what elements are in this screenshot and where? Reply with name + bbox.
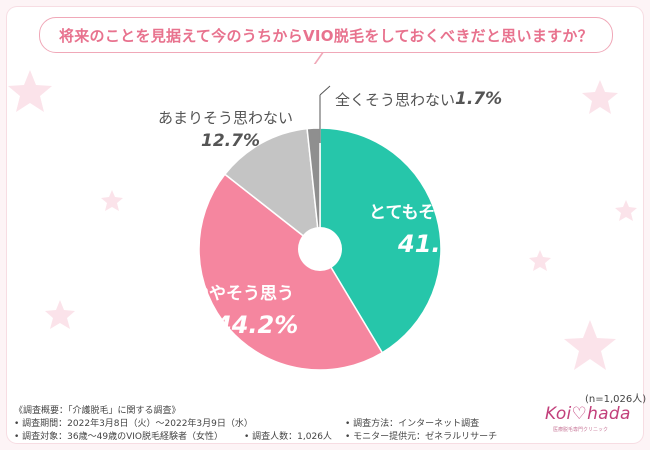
slice-label-not-at-all: 全くそう思わない [335,91,456,109]
logo-subtitle: 医療脱毛専門クリニック [553,427,609,433]
slice-label-somewhat-agree: ややそう思う [192,284,294,304]
question-banner: 将来のことを見据えて今のうちからVIO脱毛をしておくべきだと思いますか？ [39,17,613,53]
slice-value-not-at-all: 1.7% [455,89,503,109]
footnote-period: • 調査期間：2022年3月8日（火）〜2022年3月9日（水） [14,419,253,429]
footnote-count: • 調査人数：1,026人 [244,432,332,442]
sample-size: (n=1,026人) [585,394,647,405]
slice-rather-not [223,127,321,251]
footnote-provider: • モニター提供元：ゼネラルリサーチ [345,432,498,442]
slice-value-rather-not: 12.7% [201,131,260,151]
slice-label-strongly-agree: とてもそう思う [369,203,487,223]
footnote-method: • 調査方法：インターネット調査 [345,419,480,429]
logo-text: Koi♡hada [545,404,631,424]
slice-label-rather-not: あまりそう思わない [158,109,294,127]
brand-logo: Koi♡hada 医療脱毛専門クリニック [545,404,630,434]
slice-strongly-agree [319,127,442,354]
donut-hole [298,227,342,271]
slice-value-somewhat-agree: 44.2% [215,311,299,339]
question-text: 将来のことを見据えて今のうちからVIO脱毛をしておくべきだと思いますか？ [58,26,594,45]
footnote-target: • 調査対象：36歳〜49歳のVIO脱毛経験者（女性） [14,432,223,442]
footnote-overview: 《調査概要：「介護脱毛」に関する調査》 [14,406,181,416]
slice-value-strongly-agree: 41.4% [398,230,482,258]
slice-somewhat-agree [198,173,384,371]
